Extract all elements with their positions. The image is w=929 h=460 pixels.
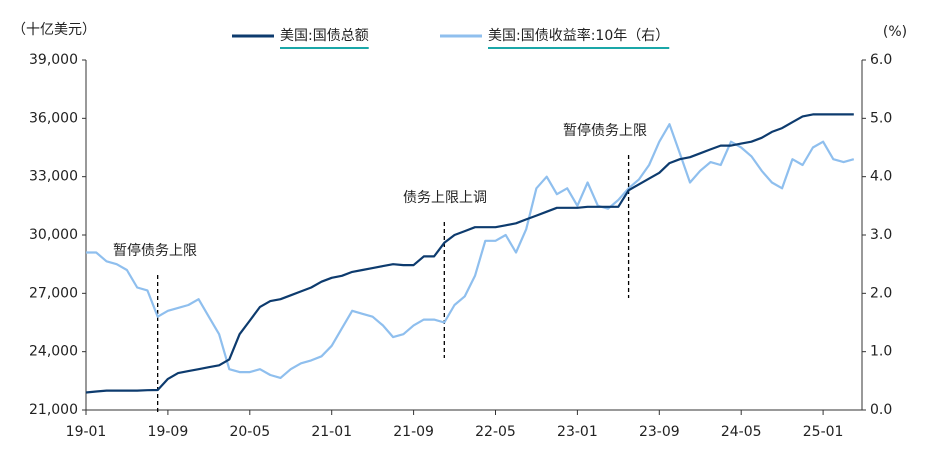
y2-tick-label: 5.0 <box>870 110 892 126</box>
y2-tick-label: 6.0 <box>870 52 892 68</box>
annotation-text: 暂停债务上限 <box>113 242 197 259</box>
legend-label: 美国:国债收益率:10年（右） <box>488 27 669 44</box>
x-tick-label: 22-05 <box>475 424 516 440</box>
y-tick-label: 24,000 <box>29 344 78 360</box>
y2-tick-label: 4.0 <box>870 169 892 185</box>
y2-tick-label: 1.0 <box>870 344 892 360</box>
x-tick-label: 24-05 <box>721 424 762 440</box>
y-tick-label: 30,000 <box>29 227 78 243</box>
y2-tick-label: 2.0 <box>870 285 892 301</box>
left-axis-label: （十亿美元） <box>12 22 96 38</box>
right-axis-label: (%) <box>883 24 907 40</box>
y-tick-label: 27,000 <box>29 285 78 301</box>
x-tick-label: 21-01 <box>311 424 352 440</box>
annotation-text: 暂停债务上限 <box>563 122 647 139</box>
x-tick-label: 23-01 <box>557 424 598 440</box>
legend-label: 美国:国债总额 <box>280 28 369 44</box>
annotation-text: 债务上限上调 <box>403 190 487 206</box>
x-tick-label: 25-01 <box>803 424 844 440</box>
y2-tick-label: 0.0 <box>870 402 892 418</box>
y-tick-label: 33,000 <box>29 169 78 185</box>
x-tick-label: 23-09 <box>639 424 680 440</box>
x-tick-label: 19-09 <box>148 424 189 440</box>
y-tick-label: 36,000 <box>29 110 78 126</box>
y-tick-label: 21,000 <box>29 402 78 418</box>
x-tick-label: 19-01 <box>66 424 107 440</box>
x-tick-label: 21-09 <box>393 424 434 440</box>
series-line <box>86 123 855 379</box>
series-line <box>85 113 854 394</box>
x-tick-label: 20-05 <box>229 424 270 440</box>
y-tick-label: 39,000 <box>29 52 78 68</box>
y2-tick-label: 3.0 <box>870 227 892 243</box>
